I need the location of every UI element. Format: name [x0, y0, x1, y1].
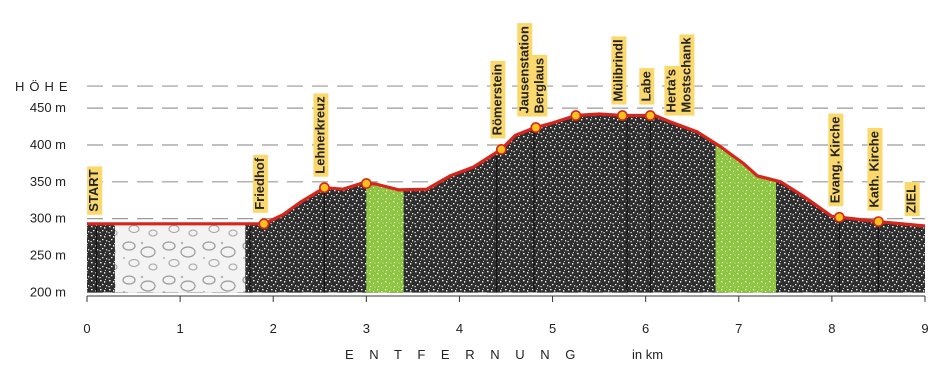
poi-label-group: Kath. Kirche	[866, 128, 883, 211]
x-tick-label: 7	[735, 321, 742, 336]
poi-label-group: Friedhof	[252, 154, 268, 213]
x-tick-labels: 0 1 2 3 4 5 6 7 8 9	[83, 295, 929, 336]
poi-marker	[319, 182, 330, 194]
poi-label: Jausenstation	[516, 26, 531, 113]
poi-marker	[833, 211, 845, 223]
green-band	[366, 114, 404, 293]
poi-label: Kath. Kirche	[866, 131, 881, 208]
poi-marker	[644, 110, 656, 121]
x-tick-label: 6	[642, 321, 649, 336]
poi-label-bg	[904, 181, 920, 217]
poi-marker	[530, 122, 542, 133]
profile-line-group	[87, 110, 926, 230]
poi-marker	[570, 110, 582, 121]
poi-label-bg	[252, 154, 268, 213]
poi-marker	[360, 178, 372, 189]
poi-label: ZIEL	[904, 185, 919, 213]
poi-label: Mülibrindl	[610, 39, 625, 101]
poi-label-group: START	[86, 166, 103, 215]
poi-label-group: Lehnerkreuz	[312, 93, 329, 177]
poi-label-group: ZIEL	[904, 181, 920, 217]
poi-label-group: Jausenstation	[516, 23, 533, 117]
poi-label-bg	[490, 60, 506, 139]
y-tick-labels: 200 m 250 m 300 m 350 m 400 m 450 m	[30, 100, 66, 299]
poi-label-bg	[664, 65, 680, 116]
x-tick-label: 2	[270, 321, 277, 336]
x-tick-label: 9	[921, 321, 928, 336]
poi-label-bg	[828, 113, 844, 207]
green-band	[715, 114, 777, 293]
poi-label: Berglaus	[531, 58, 546, 114]
poi-label-group: Evang. Kirche	[827, 113, 844, 207]
poi-marker	[616, 110, 628, 121]
poi-label: Römerstein	[489, 64, 504, 136]
poi-labels: START Friedhof Lehnerkreuz Römerstein Jausen…	[86, 23, 920, 217]
drop-lines	[95, 118, 880, 293]
poi-marker	[258, 218, 270, 230]
poi-label-bg	[611, 36, 627, 105]
poi-label-group: Labe	[638, 68, 655, 105]
x-tick-label: 5	[549, 321, 556, 336]
poi-label-group: Herta’s	[663, 65, 680, 116]
y-tick-label: 250 m	[30, 247, 66, 262]
x-tick-label: 4	[456, 321, 463, 336]
poi-label-group: Mülibrindl	[610, 36, 627, 105]
y-tick-label: 200 m	[30, 284, 66, 299]
poi-label: Friedhof	[252, 157, 267, 210]
poi-label: Herta’s	[663, 69, 678, 113]
x-tick-label: 3	[363, 321, 370, 336]
x-tick-label: 0	[83, 321, 90, 336]
poi-label-bg	[87, 166, 103, 215]
poi-label: Evang. Kirche	[827, 117, 842, 204]
poi-label-bg	[517, 23, 533, 117]
y-tick-label: 350 m	[30, 174, 66, 189]
y-tick-label: 400 m	[30, 137, 66, 152]
poi-label: Labe	[638, 71, 653, 101]
x-tick-label: 1	[176, 321, 183, 336]
x-axis-unit: in km	[632, 347, 663, 362]
poi-label-bg	[313, 93, 329, 177]
y-axis-label: HÖHE	[15, 79, 73, 94]
poi-label: START	[86, 169, 101, 211]
poi-label-bg	[532, 54, 548, 117]
stone-band	[114, 114, 246, 293]
poi-marker	[873, 216, 884, 227]
y-tick-label: 300 m	[30, 211, 66, 226]
poi-label: Mostschank	[678, 37, 693, 113]
x-axis-label: E N T F E R N U N G	[345, 347, 581, 362]
poi-label-group: Berglaus	[531, 54, 548, 117]
poi-label-bg	[639, 68, 655, 105]
poi-marker	[495, 144, 507, 155]
poi-label-group: Mostschank	[678, 34, 695, 116]
poi-label: Lehnerkreuz	[312, 96, 327, 174]
poi-label-bg	[867, 128, 883, 211]
poi-label-bg	[679, 34, 695, 116]
poi-label-group: Römerstein	[489, 60, 506, 139]
y-tick-label: 450 m	[30, 100, 66, 115]
terrain-area	[87, 114, 925, 293]
x-tick-label: 8	[828, 321, 835, 336]
